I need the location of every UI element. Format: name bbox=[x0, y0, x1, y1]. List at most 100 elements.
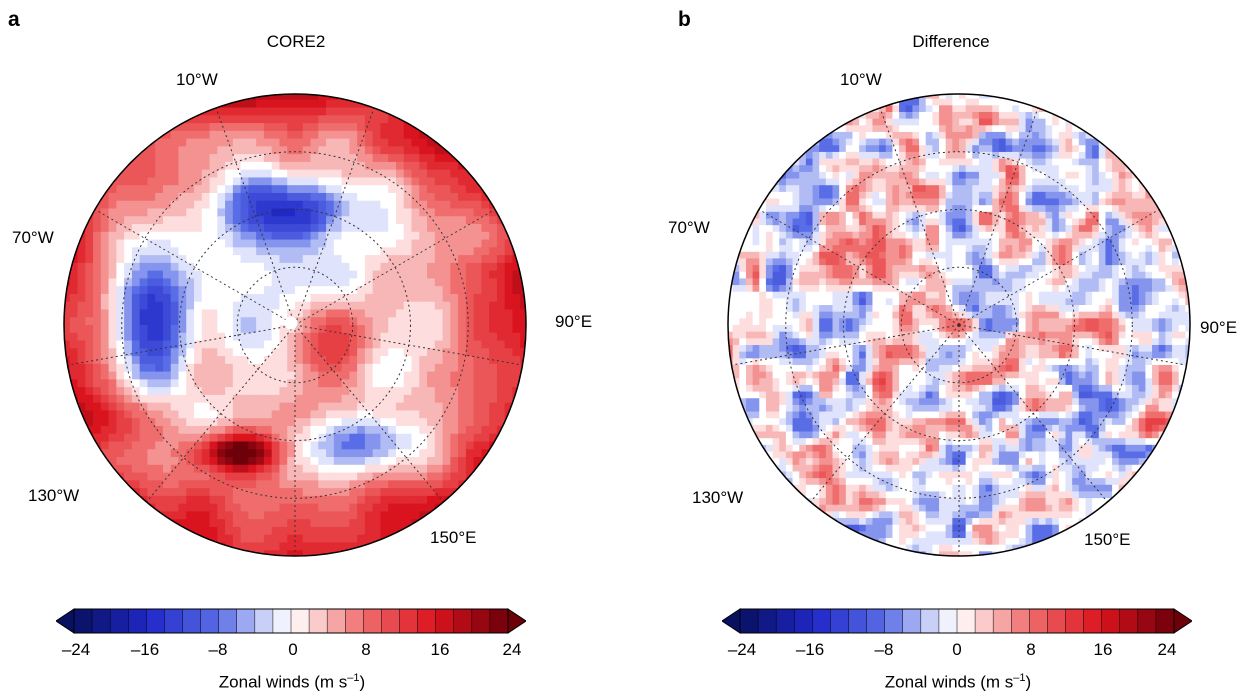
field-cell bbox=[139, 340, 149, 349]
colorbar-segment bbox=[128, 609, 147, 633]
field-cell bbox=[364, 332, 374, 342]
meridian-line bbox=[294, 324, 523, 366]
field-cell bbox=[333, 387, 343, 396]
field-cell bbox=[812, 478, 820, 486]
field-cell bbox=[326, 410, 335, 419]
field-cell bbox=[295, 418, 304, 427]
field-cell bbox=[805, 325, 814, 333]
field-cell bbox=[263, 138, 273, 147]
field-cell bbox=[147, 457, 156, 466]
field-cell bbox=[434, 293, 444, 303]
field-cell bbox=[912, 444, 920, 453]
field-cell bbox=[326, 154, 335, 163]
field-cell bbox=[380, 495, 389, 505]
field-cell bbox=[865, 364, 874, 373]
field-cell bbox=[945, 318, 953, 326]
field-cell bbox=[772, 171, 780, 180]
field-cell bbox=[434, 161, 444, 171]
field-cell bbox=[799, 191, 807, 200]
field-cell bbox=[388, 255, 397, 264]
field-cell bbox=[403, 262, 413, 272]
field-cell bbox=[194, 154, 203, 163]
field-cell bbox=[310, 511, 319, 520]
field-cell bbox=[411, 418, 420, 427]
field-cell bbox=[411, 387, 420, 396]
field-cell bbox=[885, 205, 894, 213]
field-cell bbox=[349, 394, 358, 404]
field-cell bbox=[765, 424, 774, 433]
field-cell bbox=[919, 105, 927, 113]
field-cell bbox=[845, 205, 854, 213]
field-cell bbox=[839, 158, 847, 166]
field-cell bbox=[732, 371, 740, 379]
field-cell bbox=[812, 458, 820, 466]
field-cell bbox=[879, 225, 887, 233]
field-cell bbox=[287, 340, 296, 349]
field-cell bbox=[380, 449, 389, 458]
field-cell bbox=[832, 245, 840, 253]
field-cell bbox=[859, 371, 867, 379]
field-cell bbox=[93, 363, 102, 373]
field-cell bbox=[139, 301, 149, 311]
field-cell bbox=[879, 298, 887, 306]
field-cell bbox=[248, 379, 257, 388]
field-cell bbox=[932, 504, 940, 512]
field-cell bbox=[434, 216, 444, 225]
field-cell bbox=[388, 200, 397, 210]
field-cell bbox=[240, 224, 249, 233]
field-cell bbox=[100, 356, 110, 365]
field-cell bbox=[865, 458, 874, 466]
field-cell bbox=[427, 511, 436, 520]
field-cell bbox=[326, 472, 335, 481]
field-cell bbox=[825, 518, 834, 526]
field-cell bbox=[403, 239, 413, 248]
field-cell bbox=[287, 449, 296, 458]
field-cell bbox=[885, 458, 894, 466]
field-cell bbox=[108, 231, 117, 241]
field-cell bbox=[209, 495, 218, 505]
field-cell bbox=[310, 379, 319, 388]
field-cell bbox=[287, 301, 296, 311]
field-cell bbox=[458, 231, 467, 241]
field-cell bbox=[279, 418, 288, 427]
field-cell bbox=[458, 418, 467, 427]
field-cell bbox=[263, 348, 273, 357]
field-cell bbox=[879, 384, 887, 393]
field-cell bbox=[232, 115, 242, 124]
field-cell bbox=[419, 255, 428, 264]
field-cell bbox=[186, 154, 195, 163]
field-cell bbox=[147, 410, 156, 419]
field-cell bbox=[812, 351, 820, 359]
field-cell bbox=[785, 484, 794, 493]
field-cell bbox=[512, 309, 521, 318]
field-cell bbox=[905, 118, 913, 126]
field-cell bbox=[364, 208, 374, 217]
field-cell bbox=[333, 488, 343, 497]
field-cell bbox=[349, 224, 358, 233]
field-cell bbox=[263, 317, 273, 326]
field-cell bbox=[287, 216, 296, 225]
field-cell bbox=[287, 394, 296, 404]
field-cell bbox=[465, 286, 475, 295]
field-cell bbox=[170, 130, 180, 140]
field-cell bbox=[364, 231, 374, 241]
field-cell bbox=[865, 251, 874, 260]
field-cell bbox=[240, 433, 249, 443]
field-cell bbox=[839, 198, 847, 206]
field-cell bbox=[372, 177, 382, 186]
field-cell bbox=[364, 457, 374, 466]
field-cell bbox=[155, 278, 164, 287]
field-cell bbox=[939, 531, 947, 539]
field-cell bbox=[912, 404, 920, 413]
field-cell bbox=[832, 364, 840, 373]
field-cell bbox=[805, 464, 814, 473]
field-cell bbox=[925, 311, 933, 319]
field-cell bbox=[732, 238, 740, 246]
field-cell bbox=[859, 358, 867, 366]
field-cell bbox=[403, 394, 413, 404]
field-cell bbox=[124, 255, 133, 264]
field-cell bbox=[759, 238, 767, 246]
field-cell bbox=[279, 472, 288, 481]
field-cell bbox=[899, 471, 907, 479]
field-cell bbox=[879, 198, 887, 206]
